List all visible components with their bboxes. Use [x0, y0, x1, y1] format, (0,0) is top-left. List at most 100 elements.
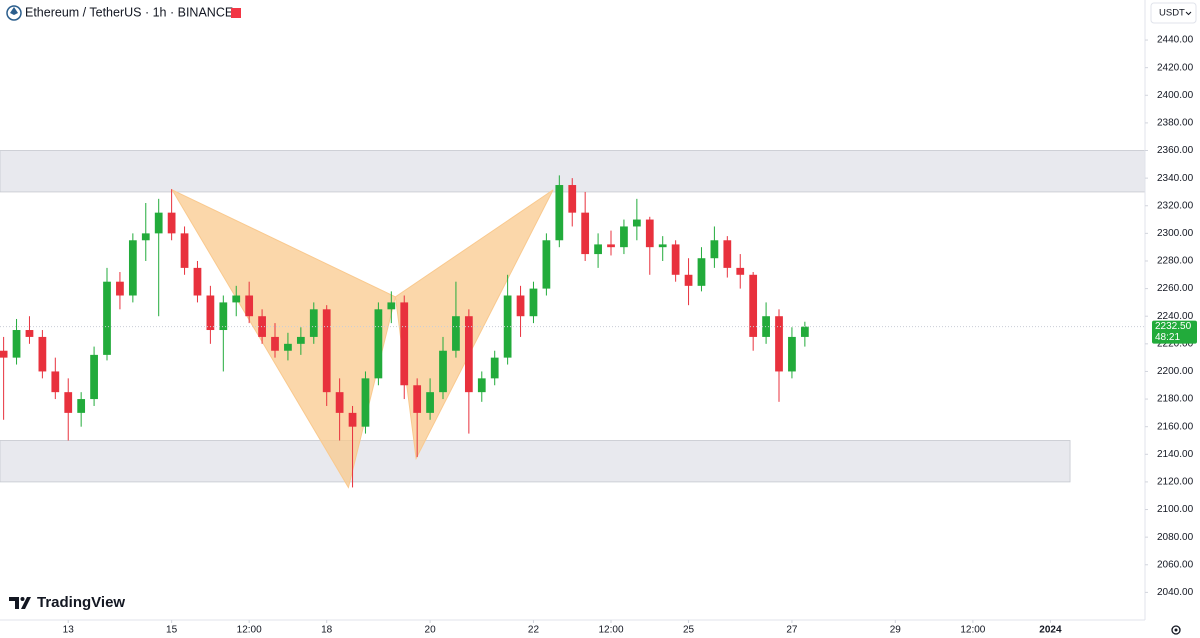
x-tick-label: 27: [786, 625, 798, 636]
candle-body: [309, 309, 318, 337]
symbol-title: Ethereum / TetherUS · 1h · BINANCE: [25, 5, 233, 19]
y-tick-label: 2360.00: [1157, 145, 1194, 156]
x-tick-label: 20: [425, 625, 437, 636]
candle-body: [413, 385, 422, 413]
candle-body: [697, 258, 706, 286]
candle-body: [607, 244, 615, 248]
candle-body: [271, 336, 279, 351]
settings-icon[interactable]: [1171, 625, 1181, 635]
candle-body: [516, 295, 525, 317]
candle-body: [452, 316, 460, 351]
x-tick-label: 29: [890, 625, 902, 636]
settings-icon-dot: [1174, 628, 1178, 632]
y-tick-label: 2100.00: [1157, 504, 1194, 515]
y-tick-label: 2220.00: [1157, 338, 1194, 349]
x-tick-label: 2024: [1039, 625, 1062, 636]
x-tick-label: 12:00: [237, 625, 262, 636]
price-axis-bg: [1145, 0, 1200, 638]
y-tick-label: 2240.00: [1157, 311, 1194, 322]
y-tick-label: 2340.00: [1157, 173, 1194, 184]
candle-body: [167, 212, 176, 234]
candle-body: [426, 392, 434, 413]
candle-body: [529, 288, 538, 317]
candle-body: [374, 309, 383, 379]
candle-body: [400, 302, 409, 386]
last-price-label: 2232.50: [1155, 321, 1192, 332]
candle-body: [749, 274, 758, 337]
y-tick-label: 2200.00: [1157, 366, 1194, 377]
candle-body: [77, 399, 86, 413]
y-tick-label: 2140.00: [1157, 449, 1194, 460]
candle-body: [800, 326, 809, 337]
last-price-badge: [1152, 320, 1197, 344]
y-tick-label: 2180.00: [1157, 394, 1194, 405]
candle-body: [594, 244, 602, 255]
candle-body: [322, 309, 331, 393]
y-tick-label: 2160.00: [1157, 421, 1194, 432]
candle-body: [710, 240, 719, 259]
y-tick-label: 2120.00: [1157, 477, 1194, 488]
candle-body: [154, 212, 163, 234]
symbol-icon: [6, 5, 22, 21]
plot-area: [0, 150, 1146, 489]
candle-body: [555, 185, 564, 241]
candle-body: [723, 240, 732, 268]
candle-body: [568, 185, 577, 213]
y-tick-label: 2260.00: [1157, 283, 1194, 294]
x-tick-label: 18: [321, 625, 333, 636]
y-tick-label: 2440.00: [1157, 35, 1194, 46]
candle-body: [348, 412, 357, 427]
candle-body: [180, 233, 189, 268]
candle-body: [90, 354, 98, 400]
y-tick-label: 2040.00: [1157, 587, 1194, 598]
candle-body: [51, 371, 60, 393]
x-tick-label: 15: [166, 625, 178, 636]
x-tick-label: 13: [63, 625, 75, 636]
candle-body: [141, 233, 150, 241]
zone: [0, 440, 1071, 483]
candle-body: [219, 302, 228, 331]
y-tick-label: 2320.00: [1157, 200, 1194, 211]
candle-body: [645, 219, 654, 248]
candle-body: [361, 378, 370, 427]
currency-button[interactable]: [1150, 2, 1197, 24]
candle-body: [490, 357, 499, 379]
candle-body: [775, 316, 783, 372]
candle-body: [193, 267, 202, 296]
candle-body: [64, 392, 73, 413]
brand-name: TradingView: [37, 594, 125, 611]
candle-body: [232, 295, 241, 303]
candle-body: [128, 240, 137, 296]
candle-body: [245, 295, 254, 317]
candle-body: [658, 244, 667, 248]
x-tick-label: 12:00: [960, 625, 985, 636]
candle-body: [258, 316, 266, 337]
flag-icon[interactable]: [231, 8, 241, 18]
candle-body: [736, 267, 745, 275]
candle-body: [762, 316, 770, 337]
candle-body: [542, 240, 551, 289]
candle-body: [284, 343, 292, 351]
candle-body: [387, 302, 396, 310]
candle-body: [335, 392, 344, 413]
pattern-triangle: [394, 189, 554, 461]
currency-label: USDT: [1159, 8, 1185, 19]
candle-body: [477, 378, 486, 393]
candle-body: [38, 336, 47, 372]
candle-body: [788, 336, 796, 372]
x-tick-label: 22: [528, 625, 540, 636]
brand-logo: [9, 597, 31, 609]
candle-body: [439, 350, 447, 393]
x-tick-label: 12:00: [598, 625, 623, 636]
candle-body: [296, 336, 305, 344]
candle-body: [620, 226, 628, 248]
candle-body: [671, 244, 680, 275]
x-tick-label: 25: [683, 625, 695, 636]
candle-body: [632, 219, 641, 227]
y-tick-label: 2300.00: [1157, 228, 1194, 239]
candle-body: [206, 295, 215, 331]
candle-body: [464, 316, 473, 393]
candle-body: [684, 274, 693, 286]
candle-body: [581, 212, 590, 255]
